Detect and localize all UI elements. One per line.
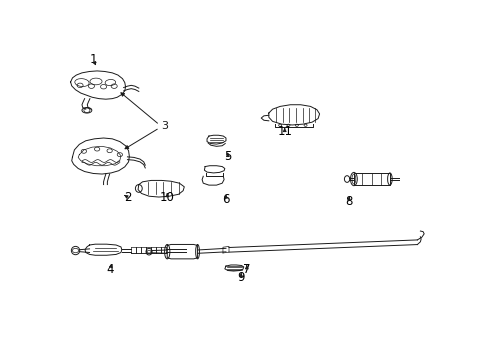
Text: 7: 7 <box>243 262 250 276</box>
Text: 8: 8 <box>345 195 352 208</box>
Text: 11: 11 <box>277 125 292 138</box>
Text: 4: 4 <box>106 262 114 276</box>
Text: 2: 2 <box>123 190 131 203</box>
Text: 9: 9 <box>237 271 244 284</box>
Text: 3: 3 <box>161 121 168 131</box>
Text: 10: 10 <box>160 190 174 203</box>
Text: 6: 6 <box>222 193 229 206</box>
Text: 5: 5 <box>224 150 231 163</box>
Text: 1: 1 <box>89 53 97 66</box>
